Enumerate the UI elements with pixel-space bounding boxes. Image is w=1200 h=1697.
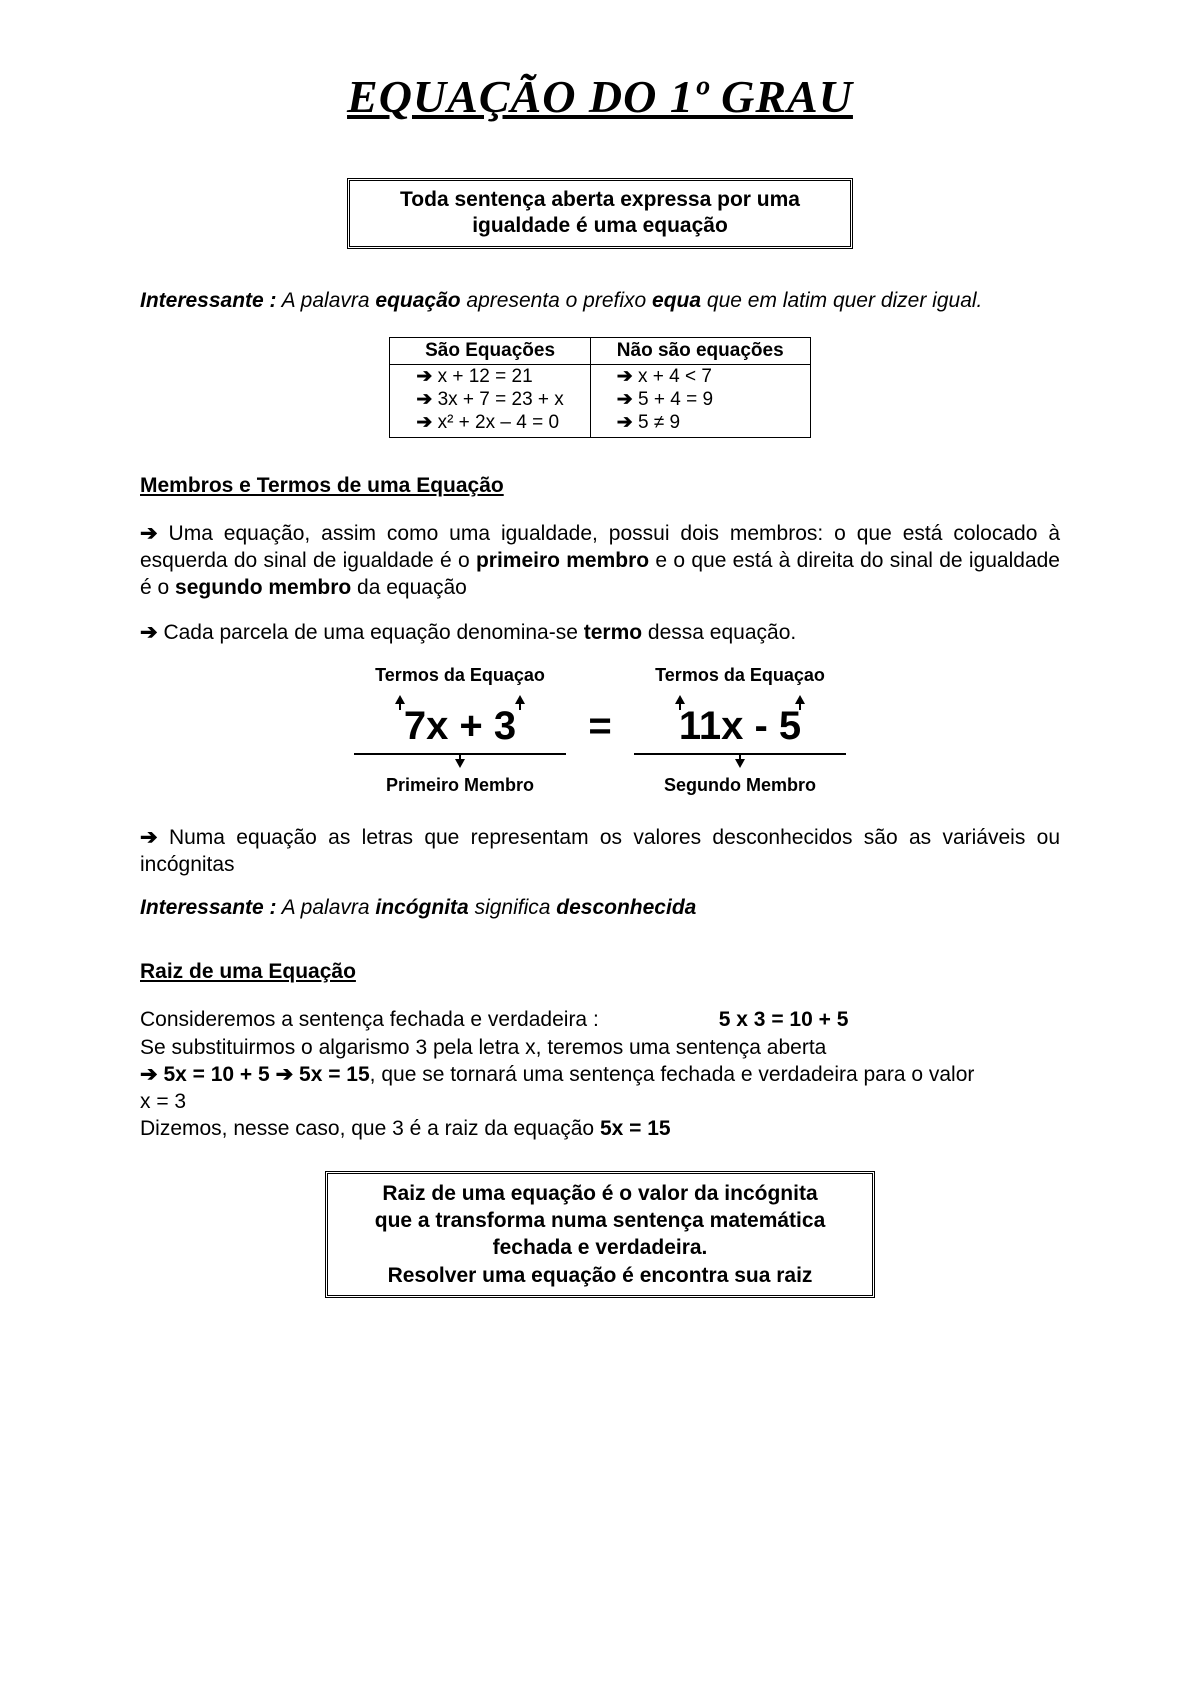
page-title: EQUAÇÃO DO 1º GRAU bbox=[140, 70, 1060, 123]
text: da equação bbox=[351, 576, 467, 599]
keyword: desconhecida bbox=[556, 896, 696, 919]
arrow-up-icon bbox=[395, 695, 405, 704]
diagram-equals: = bbox=[580, 704, 620, 749]
text: Numa equação as letras que representam o… bbox=[140, 826, 1060, 876]
cell: x² + 2x – 4 = 0 bbox=[438, 412, 559, 433]
diagram-top-label-right: Termos da Equaçao bbox=[620, 665, 860, 686]
text: apresenta o prefixo bbox=[461, 289, 652, 312]
raiz-definition-box: Raiz de uma equação é o valor da incógni… bbox=[325, 1171, 875, 1298]
raiz-block: Consideremos a sentença fechada e verdad… bbox=[140, 1006, 1060, 1142]
equation: 5x = 15 bbox=[600, 1117, 671, 1140]
raiz-line-5: Dizemos, nesse caso, que 3 é a raiz da e… bbox=[140, 1115, 1060, 1142]
text: significa bbox=[469, 896, 557, 919]
arrow-icon: ➔ bbox=[140, 522, 158, 545]
text: Consideremos a sentença fechada e verdad… bbox=[140, 1008, 599, 1031]
text: A palavra bbox=[277, 896, 376, 919]
arrow-icon: ➔ bbox=[416, 389, 432, 410]
arrow-icon: ➔ bbox=[140, 1063, 158, 1086]
keyword: incógnita bbox=[375, 896, 468, 919]
diagram-left-member: 7x + 3 bbox=[340, 704, 580, 749]
table-header-yes: São Equações bbox=[390, 337, 590, 364]
arrow-icon: ➔ bbox=[416, 366, 432, 387]
cell: x + 12 = 21 bbox=[438, 366, 533, 387]
arrow-icon: ➔ bbox=[140, 621, 158, 644]
arrow-icon: ➔ bbox=[416, 412, 432, 433]
note-interessante-2: Interessante : A palavra incógnita signi… bbox=[140, 896, 1060, 920]
bold: primeiro membro bbox=[476, 549, 649, 572]
equation: 5x = 10 + 5 bbox=[163, 1063, 269, 1086]
paragraph-incognitas: ➔ Numa equação as letras que representam… bbox=[140, 824, 1060, 879]
text: que em latim quer dizer igual. bbox=[701, 289, 982, 312]
text: fechada e verdadeira. bbox=[340, 1234, 860, 1261]
equation: 5x = 15 bbox=[299, 1063, 370, 1086]
arrow-up-icon bbox=[795, 695, 805, 704]
arrow-icon: ➔ bbox=[617, 366, 633, 387]
arrow-down-icon bbox=[455, 759, 465, 768]
arrow-icon: ➔ bbox=[617, 389, 633, 410]
table-row: ➔ x² + 2x – 4 = 0 ➔ 5 ≠ 9 bbox=[390, 411, 810, 438]
equation-diagram: Termos da Equaçao Termos da Equaçao 7x +… bbox=[340, 665, 860, 796]
text: A palavra bbox=[277, 289, 376, 312]
text: Resolver uma equação é encontra sua raiz bbox=[340, 1262, 860, 1289]
arrow-up-icon bbox=[675, 695, 685, 704]
bold: termo bbox=[584, 621, 642, 644]
arrow-icon: ➔ bbox=[140, 826, 158, 849]
cell: x + 4 < 7 bbox=[638, 366, 712, 387]
text: Dizemos, nesse caso, que 3 é a raiz da e… bbox=[140, 1117, 600, 1140]
document-page: EQUAÇÃO DO 1º GRAU Toda sentença aberta … bbox=[70, 0, 1130, 1398]
diagram-top-label-left: Termos da Equaçao bbox=[340, 665, 580, 686]
arrow-down-icon bbox=[735, 759, 745, 768]
text: Raiz de uma equação é o valor da incógni… bbox=[340, 1180, 860, 1207]
diagram-bottom-label-right: Segundo Membro bbox=[620, 775, 860, 796]
diagram-right-member: 11x - 5 bbox=[620, 704, 860, 749]
raiz-line-3: ➔ 5x = 10 + 5 ➔ 5x = 15, que se tornará … bbox=[140, 1061, 1060, 1088]
table-header-no: Não são equações bbox=[590, 337, 810, 364]
text: Cada parcela de uma equação denomina-se bbox=[163, 621, 583, 644]
raiz-line-1: Consideremos a sentença fechada e verdad… bbox=[140, 1006, 1060, 1033]
text: dessa equação. bbox=[642, 621, 796, 644]
raiz-line-2: Se substituirmos o algarismo 3 pela letr… bbox=[140, 1034, 1060, 1061]
text: , que se tornará uma sentença fechada e … bbox=[370, 1063, 975, 1086]
label: Interessante : bbox=[140, 289, 277, 312]
keyword: equação bbox=[375, 289, 460, 312]
paragraph-membros: ➔ Uma equação, assim como uma igualdade,… bbox=[140, 520, 1060, 602]
bold: segundo membro bbox=[175, 576, 351, 599]
note-interessante-1: Interessante : A palavra equação apresen… bbox=[140, 289, 1060, 313]
text: que a transforma numa sentença matemátic… bbox=[340, 1207, 860, 1234]
definition-box: Toda sentença aberta expressa por uma ig… bbox=[347, 178, 853, 249]
section-heading-membros: Membros e Termos de uma Equação bbox=[140, 474, 1060, 498]
table-row: ➔ x + 12 = 21 ➔ x + 4 < 7 bbox=[390, 364, 810, 388]
equation: 5 x 3 = 10 + 5 bbox=[719, 1006, 849, 1033]
arrow-icon: ➔ bbox=[276, 1063, 294, 1086]
arrow-up-icon bbox=[515, 695, 525, 704]
paragraph-termo: ➔ Cada parcela de uma equação denomina-s… bbox=[140, 619, 1060, 646]
cell: 3x + 7 = 23 + x bbox=[438, 389, 564, 410]
label: Interessante : bbox=[140, 896, 277, 919]
table-row: ➔ 3x + 7 = 23 + x ➔ 5 + 4 = 9 bbox=[390, 388, 810, 411]
cell: 5 + 4 = 9 bbox=[638, 389, 713, 410]
diagram-bottom-label-left: Primeiro Membro bbox=[340, 775, 580, 796]
arrow-icon: ➔ bbox=[617, 412, 633, 433]
comparison-table: São Equações Não são equações ➔ x + 12 =… bbox=[389, 337, 810, 438]
raiz-line-4: x = 3 bbox=[140, 1088, 1060, 1115]
section-heading-raiz: Raiz de uma Equação bbox=[140, 960, 1060, 984]
cell: 5 ≠ 9 bbox=[638, 412, 680, 433]
keyword: equa bbox=[652, 289, 701, 312]
